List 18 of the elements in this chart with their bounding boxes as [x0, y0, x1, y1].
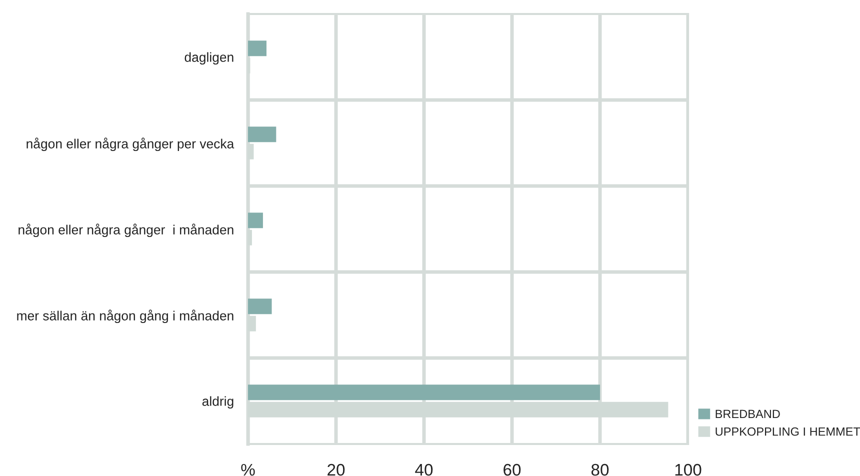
- x-tick-label: 20: [328, 464, 345, 476]
- bar: [248, 126, 276, 142]
- y-tick-label: någon eller några gånger per vecka: [26, 138, 234, 152]
- bar: [248, 298, 272, 314]
- x-tick-label: %: [241, 464, 255, 476]
- x-tick-label: 100: [675, 464, 702, 476]
- bar: [248, 384, 600, 400]
- x-tick-label: 60: [504, 464, 521, 476]
- x-tick-label: 40: [415, 464, 433, 476]
- legend-label: UPPKOPPLING I HEMMET: [716, 427, 860, 436]
- legend-label: BREDBAND: [716, 410, 780, 418]
- bar: [248, 40, 266, 56]
- x-tick-label: 80: [591, 464, 609, 476]
- bar: [248, 212, 263, 228]
- y-tick-label: mer sällan än någon gång i månaden: [17, 310, 234, 324]
- y-tick-label: aldrig: [202, 396, 234, 409]
- y-tick-label: dagligen: [184, 52, 234, 65]
- y-tick-label: någon eller några gånger i månaden: [18, 224, 234, 238]
